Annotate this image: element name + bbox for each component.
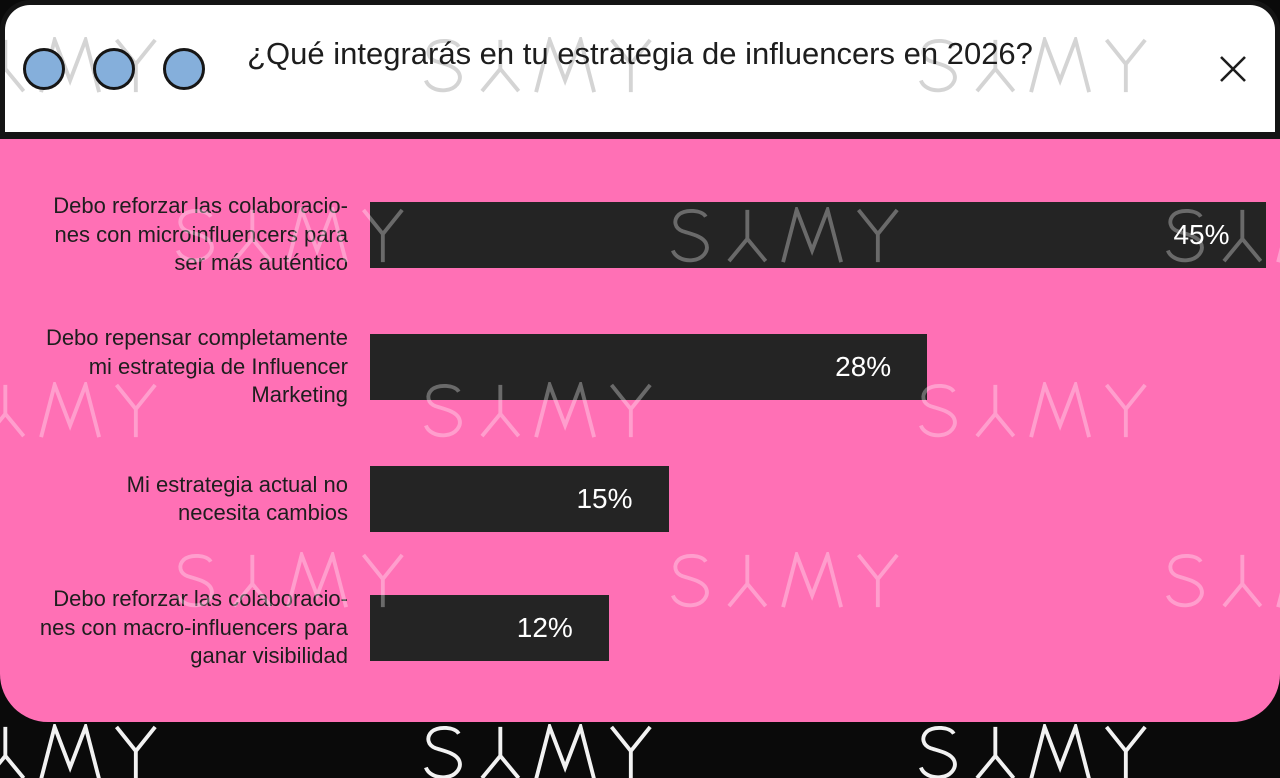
samy-watermark — [0, 724, 160, 778]
bar: 45% — [370, 202, 1266, 268]
category-label: Mi estrategia actual no necesita cambios — [126, 471, 348, 526]
bar: 15% — [370, 466, 669, 532]
chart-row: Debo reforzar las colaboracio- nes con m… — [0, 586, 609, 668]
bar-value-label: 12% — [516, 612, 573, 643]
chart-row: Debo repensar completamente mi estrategi… — [0, 325, 928, 407]
window-control-dot-3[interactable] — [163, 48, 205, 90]
bar: 12% — [370, 595, 609, 661]
chart-row: Debo reforzar las colaboracio- nes con m… — [0, 193, 1266, 275]
window-control-dot-2[interactable] — [93, 48, 135, 90]
samy-watermark — [670, 552, 902, 610]
bar: 28% — [370, 334, 928, 400]
samy-watermark — [1165, 552, 1280, 610]
bar-value-label: 45% — [1173, 219, 1230, 250]
window-control-dot-1[interactable] — [23, 48, 65, 90]
samy-watermark — [918, 382, 1150, 440]
chart-panel: Debo reforzar las colaboracio- nes con m… — [0, 139, 1280, 722]
dialog-title: ¿Qué integrarás en tu estrategia de infl… — [247, 36, 1033, 71]
close-icon — [1220, 56, 1246, 82]
samy-watermark — [918, 724, 1150, 778]
bar-value-label: 15% — [576, 483, 633, 514]
chart-row: Mi estrategia actual no necesita cambios… — [0, 466, 669, 532]
bar-value-label: 28% — [835, 351, 892, 382]
category-label: Debo repensar completamente mi estrategi… — [45, 325, 348, 408]
category-label: Debo reforzar las colaboracio- nes con m… — [39, 586, 348, 669]
samy-watermark — [423, 724, 655, 778]
close-button[interactable] — [1211, 47, 1255, 91]
dialog-titlebar: ¿Qué integrarás en tu estrategia de infl… — [0, 0, 1280, 139]
window-controls — [23, 48, 205, 90]
category-label: Debo reforzar las colaboracio- nes con m… — [53, 193, 348, 276]
